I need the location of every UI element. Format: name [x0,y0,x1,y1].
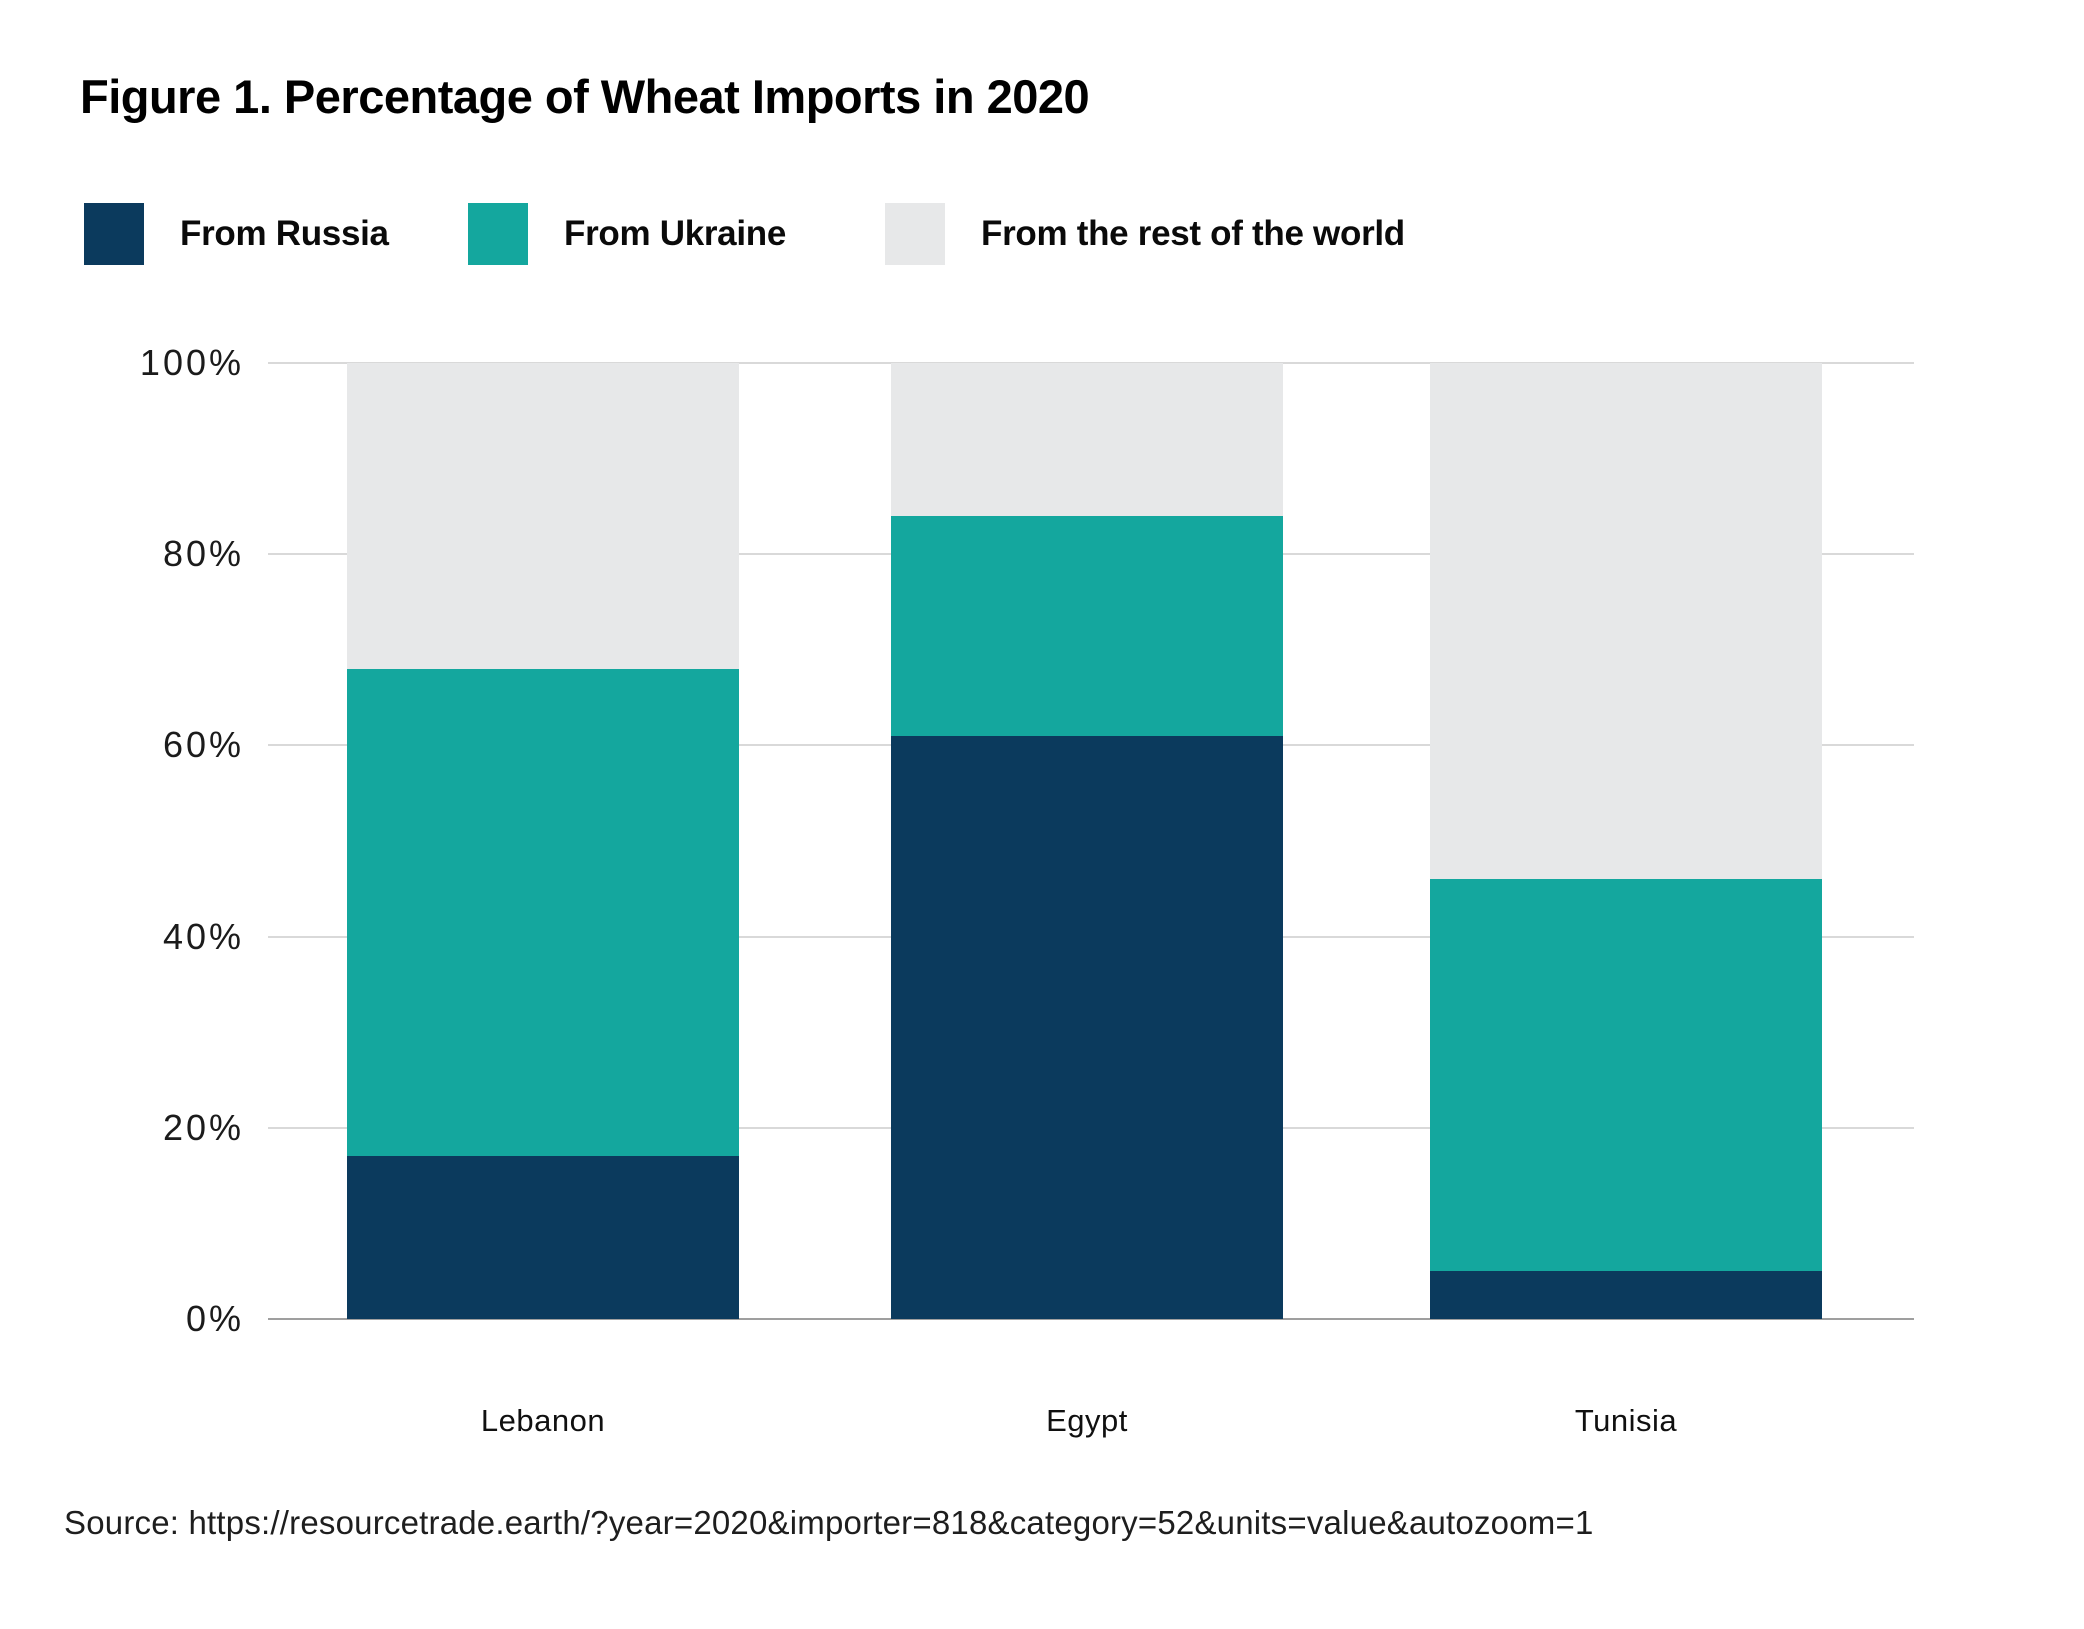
x-category-label-tunisia: Tunisia [1574,1403,1678,1438]
y-tick-label-60: 60% [162,724,244,766]
bar-segment-tunisia-from-the-rest-of-the-world [1430,363,1822,880]
bar-segment-lebanon-from-ukraine [347,668,739,1157]
legend-swatch-ukraine [468,203,528,265]
bar-segment-egypt-from-the-rest-of-the-world [891,363,1283,516]
bar-segment-egypt-from-russia [891,735,1283,1319]
x-category-label-lebanon: Lebanon [480,1403,606,1438]
plot-area: 0% 20% 40% 60% 80% 100% Lebanon Egypt Tunisia [140,344,1914,1438]
bar-segment-lebanon-from-russia [347,1156,739,1319]
bar-segment-tunisia-from-russia [1430,1271,1822,1319]
legend-label-russia: From Russia [180,214,389,253]
y-tick-label-0: 0% [185,1298,244,1339]
bar-segment-egypt-from-ukraine [891,515,1283,736]
source-note: Source: https://resourcetrade.earth/?yea… [64,1504,1594,1541]
legend: From Russia From Ukraine From the rest o… [0,202,2084,266]
legend-item-ukraine: From Ukraine [468,202,786,266]
legend-item-rest-of-world: From the rest of the world [885,202,1405,266]
legend-swatch-rest-of-world [885,203,945,265]
y-tick-label-20: 20% [162,1106,244,1148]
legend-label-rest-of-world: From the rest of the world [981,214,1405,253]
bar-segment-lebanon-from-the-rest-of-the-world [347,363,739,669]
gridline-0 [268,1318,1914,1320]
gridline-100 [268,362,1914,364]
y-tick-label-100: 100% [139,342,244,383]
figure-title: Figure 1. Percentage of Wheat Imports in… [80,70,1090,123]
bar-segment-tunisia-from-ukraine [1430,879,1822,1272]
y-tick-label-80: 80% [162,533,244,575]
y-tick-label-40: 40% [162,915,244,957]
x-category-label-egypt: Egypt [1046,1403,1128,1438]
legend-item-russia: From Russia [84,202,389,266]
legend-swatch-russia [84,203,144,265]
legend-label-ukraine: From Ukraine [564,214,787,253]
